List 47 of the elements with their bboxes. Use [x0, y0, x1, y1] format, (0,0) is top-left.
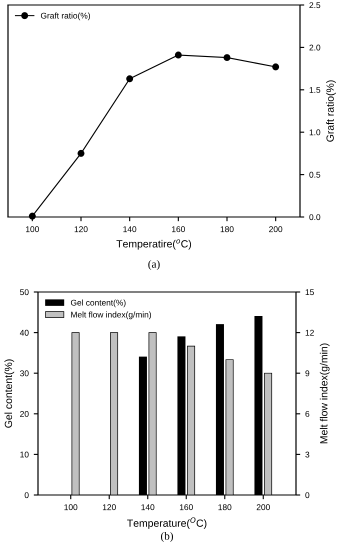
x-axis-title: Temperatire($^{o}$C) — [116, 239, 192, 250]
y2-axis-title: Graft ratio(%) — [326, 80, 336, 142]
point — [126, 75, 134, 82]
point — [78, 150, 84, 157]
point — [224, 54, 230, 62]
x-tick-label: 140 — [141, 504, 154, 510]
legend-label: Graft ratio(%) — [40, 12, 90, 20]
y-tick-label: 40 — [20, 330, 29, 336]
x-tick-label: 100 — [64, 504, 78, 510]
y-tick-label: 20 — [20, 411, 29, 417]
x-tick-label: 160 — [172, 226, 185, 232]
y-axis-title: Gel content(%) — [4, 359, 14, 428]
x-tick-label: 160 — [180, 504, 193, 510]
bar — [72, 332, 80, 495]
y2-tick-label: 0 — [305, 492, 310, 498]
x-tick-label: 100 — [26, 226, 39, 232]
legend-label: Melt flow index(g/min) — [71, 311, 152, 320]
y2-tick-label: 2.5 — [309, 2, 320, 8]
y2-tick-label: 9 — [305, 370, 310, 376]
y2-tick-label: 1.0 — [310, 129, 320, 136]
y2-tick-label: 15 — [306, 289, 314, 296]
x-axis-title: Temperature($^{O}$C) — [127, 517, 206, 529]
y2-tick-label: 0.0 — [309, 214, 320, 220]
y-tick-label: 30 — [20, 370, 29, 376]
x-tick-label: 120 — [102, 504, 116, 510]
point — [272, 63, 280, 70]
y-tick-label: 10 — [20, 452, 29, 458]
point — [174, 52, 182, 59]
x-tick-label: 200 — [256, 504, 270, 510]
x-tick-label: 140 — [123, 226, 136, 232]
y2-tick-label: 1.5 — [310, 87, 320, 93]
x-tick-label: 180 — [218, 504, 232, 510]
y2-tick-label: 12 — [306, 330, 314, 336]
bar — [110, 332, 118, 495]
text: (b) — [161, 532, 173, 542]
y2-tick-label: 6 — [305, 411, 310, 417]
y2-tick-label: 2.0 — [309, 44, 320, 50]
y2-tick-label: 3 — [305, 452, 310, 458]
text: (a) — [148, 260, 160, 270]
y-tick-label: 0 — [24, 492, 29, 498]
x-tick-label: 120 — [74, 226, 88, 232]
x-tick-label: 180 — [220, 226, 234, 232]
legend-label: Gel content(%) — [70, 300, 126, 308]
y-tick-label: 50 — [20, 289, 29, 296]
y2-tick-label: 0.5 — [309, 172, 320, 178]
x-tick-label: 200 — [269, 226, 282, 232]
y2-axis-title: Melt flow index(g/min) — [320, 343, 330, 444]
